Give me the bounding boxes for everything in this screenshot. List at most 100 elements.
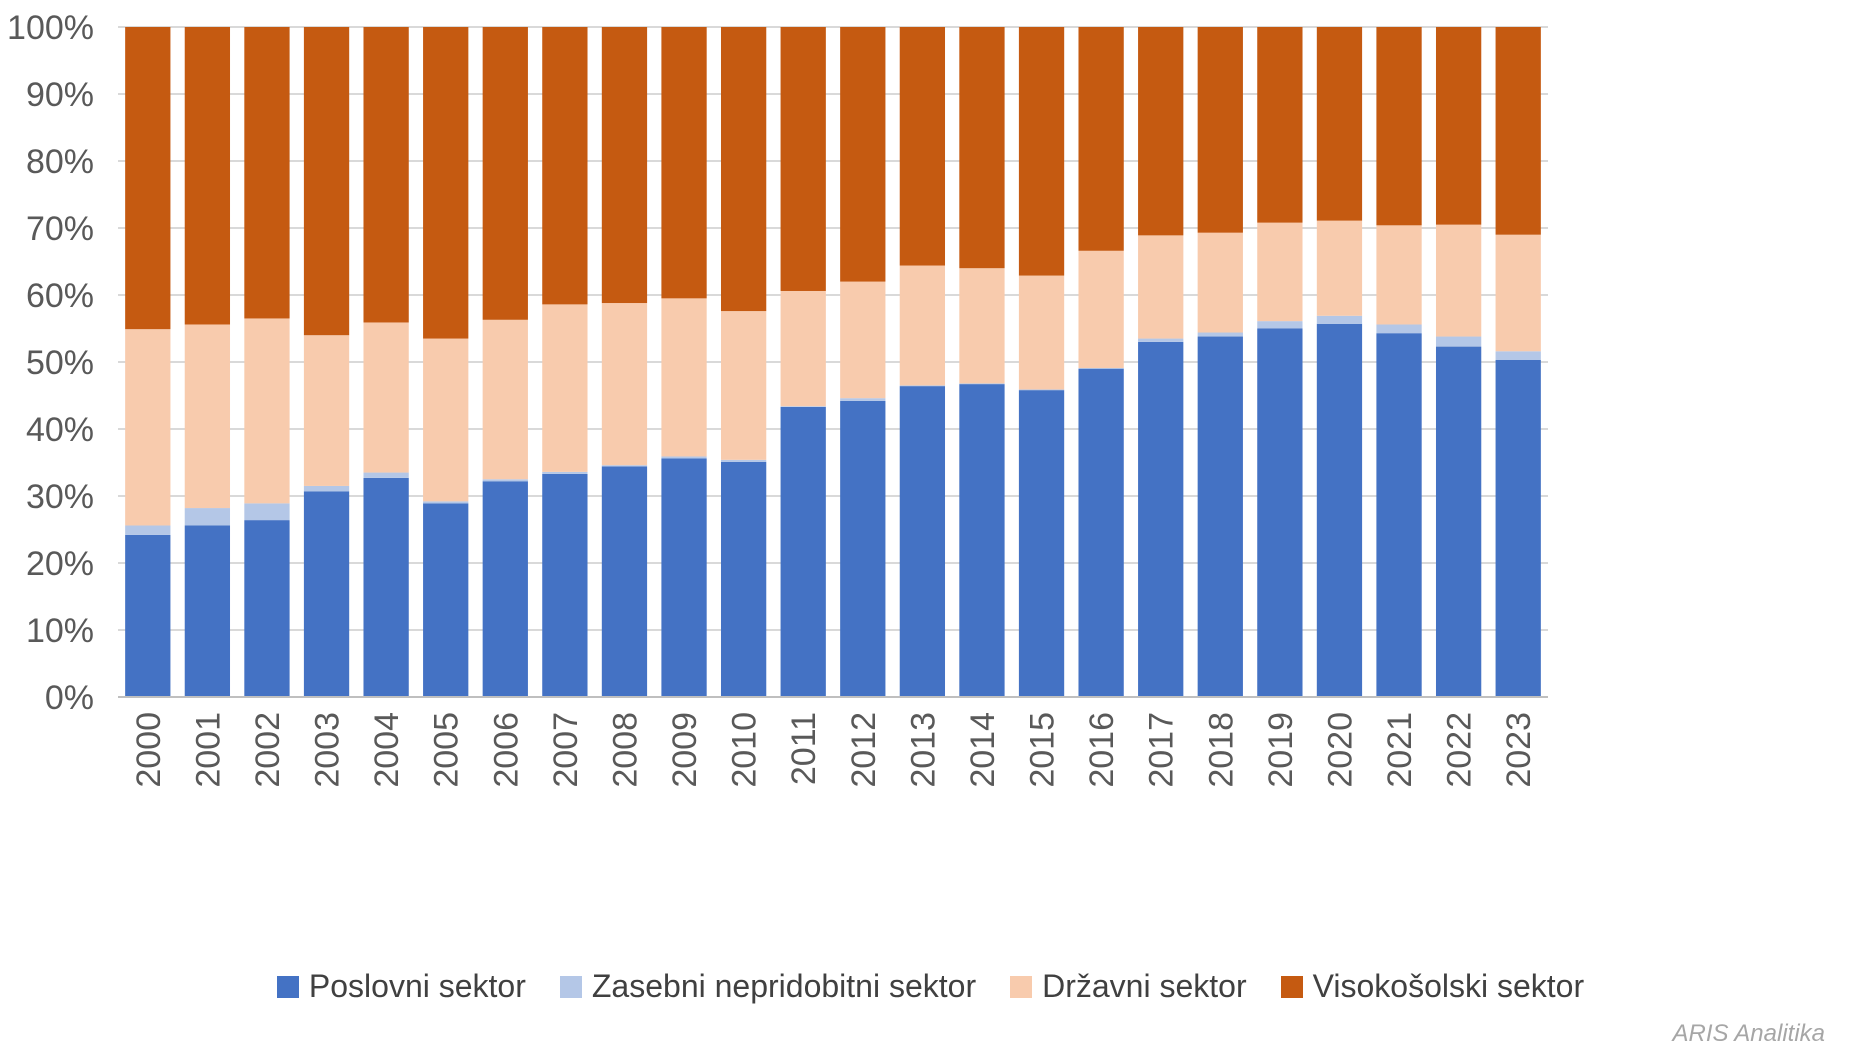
x-tick-label: 2003 (309, 712, 347, 788)
bar-segment (363, 472, 409, 478)
bar-segment (482, 479, 528, 482)
bar-segment (1018, 390, 1065, 697)
gridlines (118, 26, 1548, 631)
x-tick-label: 2015 (1024, 712, 1062, 788)
bar-segment (1435, 224, 1482, 337)
bar-segment (1018, 275, 1065, 390)
bar-segment (1138, 27, 1184, 236)
bar-segment (959, 268, 1005, 384)
y-tick-label: 20% (26, 545, 94, 583)
bar-segment (840, 281, 886, 399)
y-tick-label: 60% (26, 277, 94, 315)
bar-segment (303, 335, 350, 486)
bar-segment (601, 27, 648, 304)
bar-segment (423, 27, 469, 339)
bar-segment (125, 27, 171, 330)
bar-segment (661, 27, 707, 299)
x-tick-label: 2004 (368, 712, 406, 788)
bar-segment (720, 27, 767, 312)
bar-segment (661, 458, 707, 697)
bar-segment (423, 503, 469, 697)
bar-segment (542, 473, 588, 697)
x-tick-label: 2011 (785, 712, 823, 785)
bar-segment (244, 520, 290, 697)
x-tick-label: 2002 (249, 712, 287, 788)
bar-segment (244, 503, 290, 521)
bar-segment (244, 318, 290, 504)
y-tick-label: 50% (26, 344, 94, 382)
legend-item-visokosolski: Visokošolski sektor (1280, 968, 1585, 1005)
bar-segment (899, 27, 946, 266)
bar-segment (303, 27, 350, 336)
bar-segment (423, 501, 469, 504)
y-tick-label: 10% (26, 612, 94, 650)
y-tick-label: 30% (26, 478, 94, 516)
bar-segment (899, 386, 946, 697)
legend-item-zasebni: Zasebni nepridobitni sektor (559, 968, 977, 1005)
bar-segment (899, 265, 946, 386)
bar-segment (1316, 27, 1363, 221)
y-tick-label: 70% (26, 210, 94, 248)
bar-segment (1316, 323, 1363, 697)
bar-segment (125, 534, 171, 697)
bar-segment (184, 508, 231, 526)
bar-segment (601, 465, 648, 467)
bar-segment (661, 298, 707, 457)
bar-segment (1018, 389, 1065, 391)
bar-segment (959, 383, 1005, 385)
legend-swatch-drzavni (1010, 975, 1033, 998)
legend-label-drzavni: Državni sektor (1042, 968, 1247, 1004)
bar-segment (1138, 338, 1184, 342)
bar-segment (1257, 27, 1303, 223)
bar-segment (1257, 222, 1303, 322)
bar-segment (1078, 27, 1124, 251)
bar-segment (1435, 336, 1482, 347)
bar-segment (1018, 27, 1065, 276)
bar-segment (840, 27, 886, 282)
bar-segment (1495, 351, 1541, 360)
legend-item-poslovni: Poslovni sektor (276, 968, 526, 1005)
bar-segment (1376, 324, 1422, 334)
bar-segment (899, 385, 946, 387)
bar-segment (542, 27, 588, 305)
bar-segment (303, 485, 350, 492)
bar-segment (1316, 315, 1363, 324)
bar-segment (1197, 27, 1243, 233)
legend-label-zasebni: Zasebni nepridobitni sektor (591, 968, 977, 1004)
x-tick-label: 2006 (487, 712, 525, 788)
bar-segment (1435, 346, 1482, 697)
x-tick-label: 2022 (1441, 712, 1479, 788)
legend-item-drzavni: Državni sektor (1010, 968, 1247, 1005)
legend-swatch-poslovni (276, 975, 299, 998)
bar-segment (840, 400, 886, 697)
y-tick-label: 40% (26, 411, 94, 449)
bar-segment (840, 398, 886, 401)
bar-segment (1078, 368, 1124, 697)
legend-label-visokosolski: Visokošolski sektor (1312, 968, 1585, 1004)
x-tick-label: 2014 (964, 712, 1002, 788)
bar-segment (1197, 332, 1243, 337)
bar-segment (1078, 250, 1124, 369)
bar-segment (1078, 368, 1124, 369)
bar-segment (363, 322, 409, 473)
x-tick-label: 2005 (428, 712, 466, 788)
bar-segment (959, 27, 1005, 269)
bar-segment (720, 311, 767, 460)
bar-segment (542, 304, 588, 472)
legend: Poslovni sektor Zasebni nepridobitni sek… (0, 968, 1861, 1005)
bar-segment (1197, 336, 1243, 697)
x-tick-label: 2013 (904, 712, 942, 788)
bar-segment (184, 525, 231, 697)
bar-segment (780, 290, 826, 407)
bar-segment (1376, 333, 1422, 697)
bar-segment (1197, 232, 1243, 333)
bar-segment (1495, 359, 1541, 697)
bar-segment (1495, 27, 1541, 235)
x-tick-label: 2019 (1262, 712, 1300, 788)
bar-segment (1435, 27, 1482, 225)
bar-segment (661, 456, 707, 459)
bar-segment (244, 27, 290, 319)
legend-swatch-visokosolski (1280, 975, 1303, 998)
x-tick-label: 2008 (606, 712, 644, 788)
bar-segment (720, 459, 767, 462)
